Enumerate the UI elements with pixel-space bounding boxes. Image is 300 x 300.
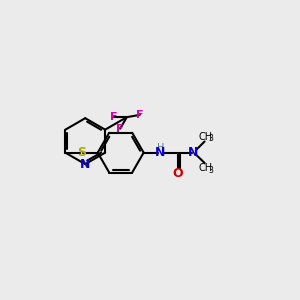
Text: N: N	[155, 146, 165, 159]
Text: N: N	[80, 158, 90, 171]
Text: S: S	[77, 146, 86, 159]
Text: 3: 3	[208, 166, 213, 175]
Text: F: F	[136, 110, 144, 120]
Text: CH: CH	[198, 132, 213, 142]
Text: N: N	[188, 146, 199, 159]
Text: H: H	[157, 143, 164, 153]
Text: F: F	[116, 124, 124, 134]
Text: 3: 3	[208, 134, 213, 143]
Text: O: O	[173, 167, 183, 180]
Text: F: F	[110, 112, 117, 122]
Text: CH: CH	[198, 163, 213, 173]
